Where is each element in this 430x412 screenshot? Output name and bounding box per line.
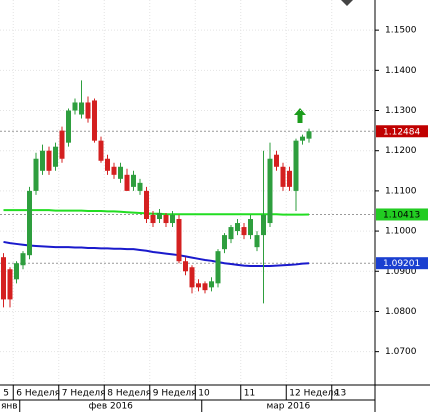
month-label: мар 2016 (266, 402, 310, 412)
candle-body (1, 257, 6, 300)
moving-average-line (3, 240, 310, 268)
candle-body (20, 253, 26, 266)
x-tick-label: 7 Неделя (62, 389, 106, 399)
candle-body (92, 100, 97, 141)
candle-body (261, 215, 266, 236)
candle-body (72, 102, 78, 111)
candle-body (287, 170, 292, 187)
candle-body (131, 174, 136, 187)
x-tick-label: 8 Неделя (107, 389, 151, 399)
scroll-marker (341, 0, 353, 6)
candle-body (306, 131, 312, 139)
y-tick-label: 1.1200 (385, 146, 417, 156)
y-tick-label: 1.0700 (385, 347, 417, 357)
candle-body (14, 263, 19, 280)
candle-body (202, 283, 208, 291)
candle-body (124, 174, 130, 191)
candle-body (163, 215, 169, 224)
price-label: 1.10413 (383, 210, 420, 220)
price-label-box (376, 208, 428, 221)
candle-body (85, 102, 91, 119)
candle-body (46, 150, 52, 171)
candle-body (170, 215, 175, 224)
candle-body (228, 227, 234, 240)
candle-body (267, 158, 273, 224)
candle-body (254, 235, 260, 248)
candle-body (215, 251, 221, 284)
candle-body (33, 158, 39, 191)
y-tick-label: 1.1300 (385, 106, 417, 116)
signal-arrow (294, 108, 306, 123)
candle-body (98, 140, 104, 161)
candle-body (7, 269, 13, 300)
moving-average-line (3, 209, 310, 216)
candle-body (222, 235, 227, 250)
candle-body (53, 146, 58, 167)
candle-body (293, 140, 299, 191)
price-label-box (376, 257, 428, 270)
price-label: 1.12484 (383, 127, 420, 137)
x-tick-label: 12 Неделя (289, 389, 339, 399)
x-tick-label: 13 (335, 389, 346, 399)
y-tick-label: 1.0800 (385, 307, 417, 317)
candle-body (183, 261, 188, 272)
candle-body (144, 190, 149, 220)
month-label: фев 2016 (89, 402, 134, 412)
candle-body (176, 219, 182, 262)
candle-body (157, 212, 162, 220)
candle-body (300, 136, 305, 141)
candle-body (209, 281, 214, 288)
y-tick-label: 1.1500 (385, 26, 417, 36)
candle-body (189, 267, 195, 288)
candle-body (280, 166, 286, 187)
candle-body (196, 283, 201, 288)
y-tick-label: 1.1100 (385, 186, 417, 196)
x-tick-label: 5 (3, 389, 9, 399)
candle-body (274, 154, 279, 167)
candle-body (27, 190, 32, 256)
candle-body (150, 215, 156, 224)
x-tick-label: 11 (244, 389, 255, 399)
x-tick-label: 9 Неделя (153, 389, 197, 399)
candle-body (59, 130, 65, 159)
candle-body (105, 158, 110, 171)
price-label-box (376, 125, 428, 138)
x-tick-label: 10 (198, 389, 210, 399)
candle-body (118, 166, 123, 179)
candle-body (79, 102, 84, 115)
x-tick-label: 6 Неделя (16, 389, 60, 399)
candle-body (137, 182, 143, 191)
candle-body (235, 223, 240, 232)
y-tick-label: 1.1000 (385, 227, 417, 237)
candle-body (111, 166, 117, 175)
price-label: 1.09201 (383, 259, 420, 269)
candle-body (241, 227, 247, 236)
candle-body (248, 219, 253, 236)
candle-body (66, 110, 71, 143)
y-tick-label: 1.1400 (385, 66, 417, 76)
candle-body (40, 150, 45, 171)
y-tick-label: 1.0900 (385, 267, 417, 277)
month-label: янв (1, 402, 18, 412)
